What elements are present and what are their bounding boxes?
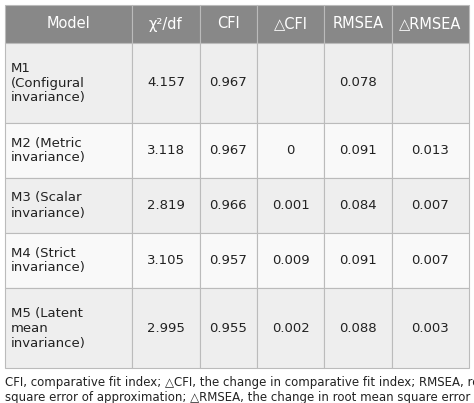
Bar (392, 5, 469, 43)
Bar (200, 288, 257, 368)
Bar (132, 123, 200, 178)
Bar (5, 178, 132, 233)
Text: 0.084: 0.084 (339, 199, 377, 212)
Bar (132, 288, 200, 368)
Bar (324, 5, 392, 43)
Bar (392, 233, 469, 288)
Text: 0.009: 0.009 (272, 254, 310, 267)
Bar (392, 288, 469, 368)
Text: M3 (Scalar
invariance): M3 (Scalar invariance) (11, 191, 86, 220)
Text: 0.088: 0.088 (339, 322, 377, 334)
Text: △RMSEA: △RMSEA (399, 17, 462, 31)
Bar (200, 178, 257, 233)
Bar (324, 123, 392, 178)
Bar (132, 178, 200, 233)
Text: 0.007: 0.007 (411, 254, 449, 267)
Text: 2.995: 2.995 (147, 322, 185, 334)
Bar (257, 5, 324, 43)
Text: 0.091: 0.091 (339, 144, 377, 157)
Bar (257, 288, 324, 368)
Text: M5 (Latent
mean
invariance): M5 (Latent mean invariance) (11, 307, 86, 349)
Bar (132, 43, 200, 123)
Text: M1
(Configural
invariance): M1 (Configural invariance) (11, 62, 86, 104)
Bar (200, 123, 257, 178)
Bar (324, 178, 392, 233)
Text: χ²/df: χ²/df (149, 17, 182, 31)
Bar (5, 288, 132, 368)
Bar (324, 43, 392, 123)
Text: CFI, comparative fit index; △CFI, the change in comparative fit index; RMSEA, ro: CFI, comparative fit index; △CFI, the ch… (5, 376, 474, 403)
Bar (5, 5, 132, 43)
Bar (392, 43, 469, 123)
Bar (257, 233, 324, 288)
Text: 0.967: 0.967 (210, 77, 247, 89)
Text: 0.957: 0.957 (210, 254, 247, 267)
Bar (392, 123, 469, 178)
Bar (200, 43, 257, 123)
Text: CFI: CFI (217, 17, 240, 31)
Text: Model: Model (47, 17, 91, 31)
Text: 0.001: 0.001 (272, 199, 310, 212)
Bar (132, 233, 200, 288)
Bar (324, 288, 392, 368)
Text: 0: 0 (286, 144, 295, 157)
Text: RMSEA: RMSEA (332, 17, 383, 31)
Text: 0.007: 0.007 (411, 199, 449, 212)
Text: M4 (Strict
invariance): M4 (Strict invariance) (11, 247, 86, 274)
Bar (5, 123, 132, 178)
Bar (257, 123, 324, 178)
Text: 0.966: 0.966 (210, 199, 247, 212)
Bar (200, 233, 257, 288)
Text: 3.118: 3.118 (147, 144, 185, 157)
Bar (132, 5, 200, 43)
Bar (5, 233, 132, 288)
Bar (5, 43, 132, 123)
Bar (200, 5, 257, 43)
Text: 0.003: 0.003 (411, 322, 449, 334)
Text: 2.819: 2.819 (147, 199, 185, 212)
Text: 0.002: 0.002 (272, 322, 310, 334)
Text: 0.955: 0.955 (210, 322, 247, 334)
Text: M2 (Metric
invariance): M2 (Metric invariance) (11, 137, 86, 164)
Bar (257, 178, 324, 233)
Text: 0.091: 0.091 (339, 254, 377, 267)
Bar (392, 178, 469, 233)
Bar (257, 43, 324, 123)
Text: 0.013: 0.013 (411, 144, 449, 157)
Text: 0.967: 0.967 (210, 144, 247, 157)
Bar (324, 233, 392, 288)
Text: 3.105: 3.105 (147, 254, 185, 267)
Text: △CFI: △CFI (273, 17, 308, 31)
Text: 0.078: 0.078 (339, 77, 377, 89)
Text: 4.157: 4.157 (147, 77, 185, 89)
